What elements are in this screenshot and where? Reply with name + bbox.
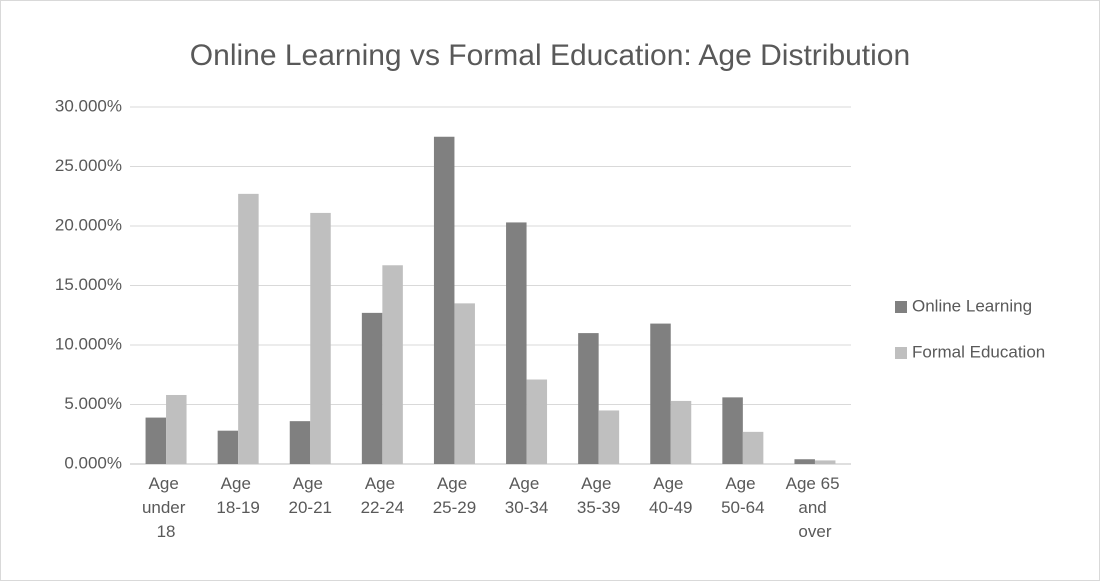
chart-title: Online Learning vs Formal Education: Age…: [190, 39, 910, 72]
legend-label: Formal Education: [912, 342, 1045, 361]
y-tick-label: 0.000%: [64, 453, 122, 472]
y-tick-label: 5.000%: [64, 394, 122, 413]
bar: [238, 193, 259, 464]
bar: [310, 212, 331, 464]
bar: [217, 430, 239, 464]
x-tick-label: Age 40-49: [649, 474, 692, 517]
legend-swatch: [895, 347, 907, 359]
bar: [433, 136, 455, 464]
x-tick-label: Age 30-34: [505, 474, 548, 517]
x-tick-label: Age 22-24: [361, 474, 404, 517]
bar: [506, 222, 527, 464]
bar: [578, 333, 599, 464]
bar: [382, 265, 403, 464]
y-tick-label: 30.000%: [55, 96, 122, 115]
bar: [145, 417, 167, 464]
bar: [722, 397, 743, 464]
x-tick-label: Age 25-29: [433, 474, 476, 517]
bar: [670, 400, 692, 464]
bar: [454, 303, 475, 464]
x-tick-label: Age 65 and over: [786, 474, 845, 541]
bar: [361, 312, 383, 464]
bar: [166, 394, 187, 464]
bar: [598, 410, 620, 464]
bar: [289, 421, 311, 464]
x-tick-label: Age 35-39: [577, 474, 620, 517]
x-tick-label: Age 50-64: [721, 474, 764, 517]
y-tick-label: 15.000%: [55, 275, 122, 294]
bar: [814, 460, 836, 464]
bar: [794, 459, 815, 464]
bar: [650, 323, 671, 464]
x-tick-label: Age under 18: [142, 474, 190, 541]
y-tick-label: 25.000%: [55, 156, 122, 175]
y-tick-label: 20.000%: [55, 215, 122, 234]
x-tick-label: Age 20-21: [289, 474, 332, 517]
legend-swatch: [895, 301, 907, 313]
x-tick-label: Age 18-19: [216, 474, 259, 517]
bar: [526, 379, 548, 464]
legend-label: Online Learning: [912, 296, 1032, 315]
y-tick-label: 10.000%: [55, 334, 122, 353]
bar: [742, 431, 764, 464]
